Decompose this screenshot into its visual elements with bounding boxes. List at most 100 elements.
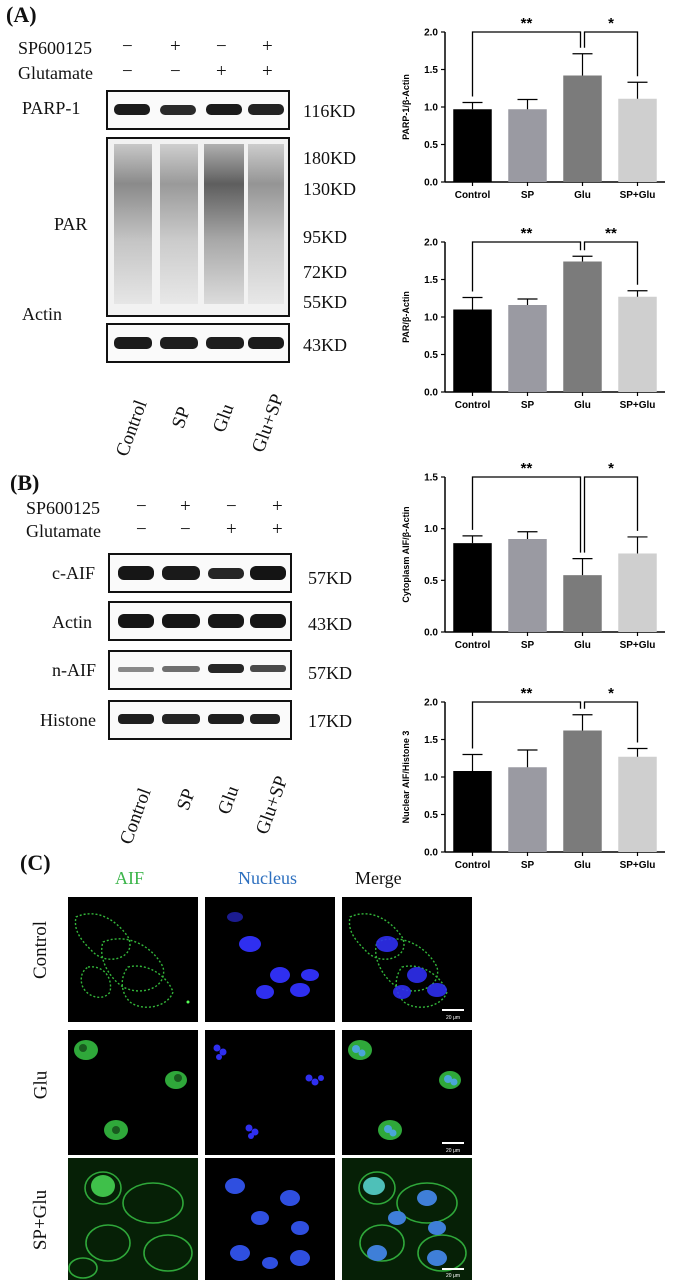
image-spglu-aif [68, 1158, 198, 1280]
significance-bracket [471, 476, 582, 553]
significance-bracket [583, 476, 639, 553]
lane-label-a-glu: Glu [209, 401, 239, 436]
sign-b-r2-l4: + [272, 519, 283, 540]
y-axis-label: Nuclear AIF/Histone 3 [401, 731, 411, 824]
marker-72kd: 72KD [303, 262, 347, 282]
bar-glu [563, 575, 602, 632]
marker-180kd: 180KD [303, 148, 356, 168]
y-tick-label: 0.0 [424, 628, 438, 639]
sign-b-r2-l2: − [180, 519, 191, 540]
image-control-nucleus [205, 897, 335, 1022]
bar-sp-glu [618, 296, 657, 392]
sign-a-r2-l1: − [122, 61, 133, 82]
y-tick-label: 1.0 [424, 313, 438, 324]
chart-parp1: 0.0 0.5 1.0 1.5 2.0 PARP-1/β-Actin Control SP Gl… [401, 15, 665, 201]
bar-sp [508, 539, 547, 632]
bar-control [453, 543, 492, 632]
significance-label: * [608, 15, 614, 32]
bar-glu [563, 261, 602, 392]
sign-a-r2-l4: + [262, 61, 273, 82]
y-tick-label: 1.5 [424, 275, 438, 286]
lane-label-a-sp: SP [168, 404, 195, 432]
image-glu-aif [68, 1030, 198, 1155]
sign-b-r2-l3: + [226, 519, 237, 540]
kd-actin-b: 43KD [308, 614, 352, 634]
panel-label-c: (C) [20, 850, 51, 875]
x-tick-label: Control [455, 190, 491, 201]
blot-strip-parp1 [106, 90, 290, 130]
x-tick-label: Control [455, 640, 491, 651]
marker-55kd: 55KD [303, 292, 347, 312]
bands-histone [118, 714, 280, 724]
significance-label: * [608, 685, 614, 702]
y-tick-label: 1.5 [424, 473, 438, 484]
band-label-naif: n-AIF [52, 660, 96, 680]
sign-a-r1-l2: + [170, 36, 181, 57]
x-tick-label: SP [521, 860, 535, 871]
band-label-actin-a: Actin [22, 304, 62, 324]
panel-label-b: (B) [10, 470, 40, 495]
significance-bracket [583, 241, 639, 285]
y-tick-label: 1.0 [424, 773, 438, 784]
treatment-label-sp600125: SP600125 [18, 38, 93, 58]
lane-label-b-glu: Glu [214, 783, 244, 818]
y-tick-label: 2.0 [424, 28, 438, 39]
y-tick-label: 1.5 [424, 735, 438, 746]
y-tick-label: 0.5 [424, 350, 438, 361]
sign-b-r2-l1: − [136, 519, 147, 540]
band-label-actin-b: Actin [52, 612, 92, 632]
smear-par [114, 144, 284, 304]
significance-label: * [608, 460, 614, 477]
significance-bracket [471, 31, 582, 97]
col-label-nucleus: Nucleus [238, 868, 297, 888]
band-label-caif: c-AIF [52, 563, 95, 583]
image-glu-merge: 20 μm [342, 1030, 472, 1155]
y-tick-label: 0.5 [424, 810, 438, 821]
significance-label: ** [521, 460, 533, 477]
bar-sp [508, 305, 547, 392]
bands-parp1 [114, 104, 284, 115]
significance-label: ** [605, 225, 617, 242]
x-tick-label: Glu [574, 860, 591, 871]
band-label-par: PAR [54, 214, 88, 234]
bar-control [453, 109, 492, 182]
y-tick-label: 1.0 [424, 103, 438, 114]
x-tick-label: SP [521, 190, 535, 201]
bar-glu [563, 730, 602, 852]
bands-actin-a [114, 337, 284, 349]
y-tick-label: 0.0 [424, 178, 438, 189]
y-tick-label: 0.0 [424, 388, 438, 399]
marker-95kd: 95KD [303, 227, 347, 247]
x-tick-label: SP+Glu [620, 400, 656, 411]
significance-bracket [583, 701, 639, 743]
blot-strip-histone [108, 700, 292, 740]
significance-bracket [583, 31, 639, 77]
image-control-merge: 20 μm [342, 897, 472, 1022]
x-tick-label: SP+Glu [620, 190, 656, 201]
marker-130kd: 130KD [303, 179, 356, 199]
image-spglu-merge: 20 μm [342, 1158, 472, 1280]
panel-label-a: (A) [6, 2, 37, 27]
y-tick-label: 2.0 [424, 698, 438, 709]
sign-a-r1-l1: − [122, 36, 133, 57]
blot-strip-actin-b [108, 601, 292, 641]
x-tick-label: Glu [574, 190, 591, 201]
treatment-label-glutamate-b: Glutamate [26, 521, 101, 541]
row-label-glu: Glu [30, 1070, 51, 1100]
kd-naif: 57KD [308, 663, 352, 683]
y-tick-label: 0.0 [424, 848, 438, 859]
col-label-aif: AIF [115, 868, 145, 888]
kd-caif: 57KD [308, 568, 352, 588]
significance-label: ** [521, 685, 533, 702]
sign-a-r1-l4: + [262, 36, 273, 57]
x-tick-label: SP+Glu [620, 640, 656, 651]
sign-a-r2-l2: − [170, 61, 181, 82]
y-tick-label: 0.5 [424, 140, 438, 151]
y-tick-label: 1.5 [424, 65, 438, 76]
chart-par: 0.0 0.5 1.0 1.5 2.0 PAR/β-Actin Control SP Glu SP… [401, 225, 665, 411]
y-tick-label: 1.0 [424, 524, 438, 535]
significance-bracket [471, 701, 582, 749]
chart-nuclear-aif: 0.0 0.5 1.0 1.5 2.0 Nuclear AIF/Histone 3 Cont… [401, 685, 665, 871]
y-tick-label: 0.5 [424, 576, 438, 587]
lane-label-b-sp: SP [173, 786, 200, 814]
